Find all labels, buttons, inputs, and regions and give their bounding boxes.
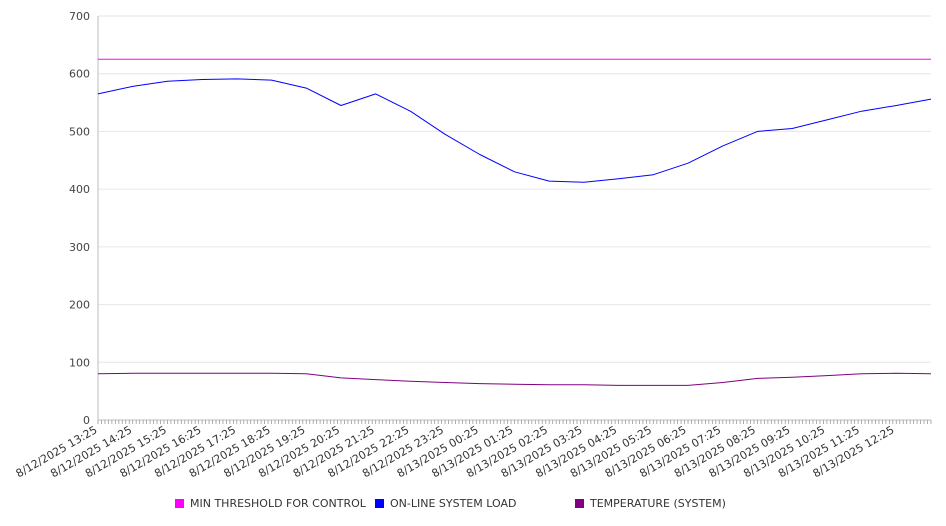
legend: MIN THRESHOLD FOR CONTROL ON-LINE SYSTEM…	[0, 497, 946, 515]
y-tick-label: 500	[69, 125, 90, 138]
legend-label-temperature: TEMPERATURE (SYSTEM)	[590, 497, 726, 510]
y-tick-label: 600	[69, 68, 90, 81]
y-tick-label: 300	[69, 241, 90, 254]
legend-item-temperature: TEMPERATURE (SYSTEM)	[575, 497, 726, 510]
y-tick-label: 700	[69, 10, 90, 23]
legend-item-load: ON-LINE SYSTEM LOAD	[375, 497, 516, 510]
legend-swatch-temperature	[575, 499, 584, 508]
series-lines	[97, 58, 932, 386]
y-tick-label: 0	[83, 414, 90, 427]
y-axis-ticks: 0 100 200 300 400 500 600 700	[69, 10, 90, 427]
series-line-1	[97, 78, 932, 183]
y-tick-label: 200	[69, 299, 90, 312]
legend-label-threshold: MIN THRESHOLD FOR CONTROL	[190, 497, 366, 510]
legend-swatch-threshold	[175, 499, 184, 508]
x-axis-ticks: 8/12/2025 13:258/12/2025 14:258/12/2025 …	[14, 423, 897, 480]
y-tick-label: 100	[69, 356, 90, 369]
y-tick-label: 400	[69, 183, 90, 196]
legend-label-load: ON-LINE SYSTEM LOAD	[390, 497, 517, 510]
axes	[97, 16, 932, 424]
series-line-2	[97, 372, 932, 386]
grid-lines	[98, 15, 931, 363]
legend-item-threshold: MIN THRESHOLD FOR CONTROL	[175, 497, 366, 510]
legend-swatch-load	[375, 499, 384, 508]
